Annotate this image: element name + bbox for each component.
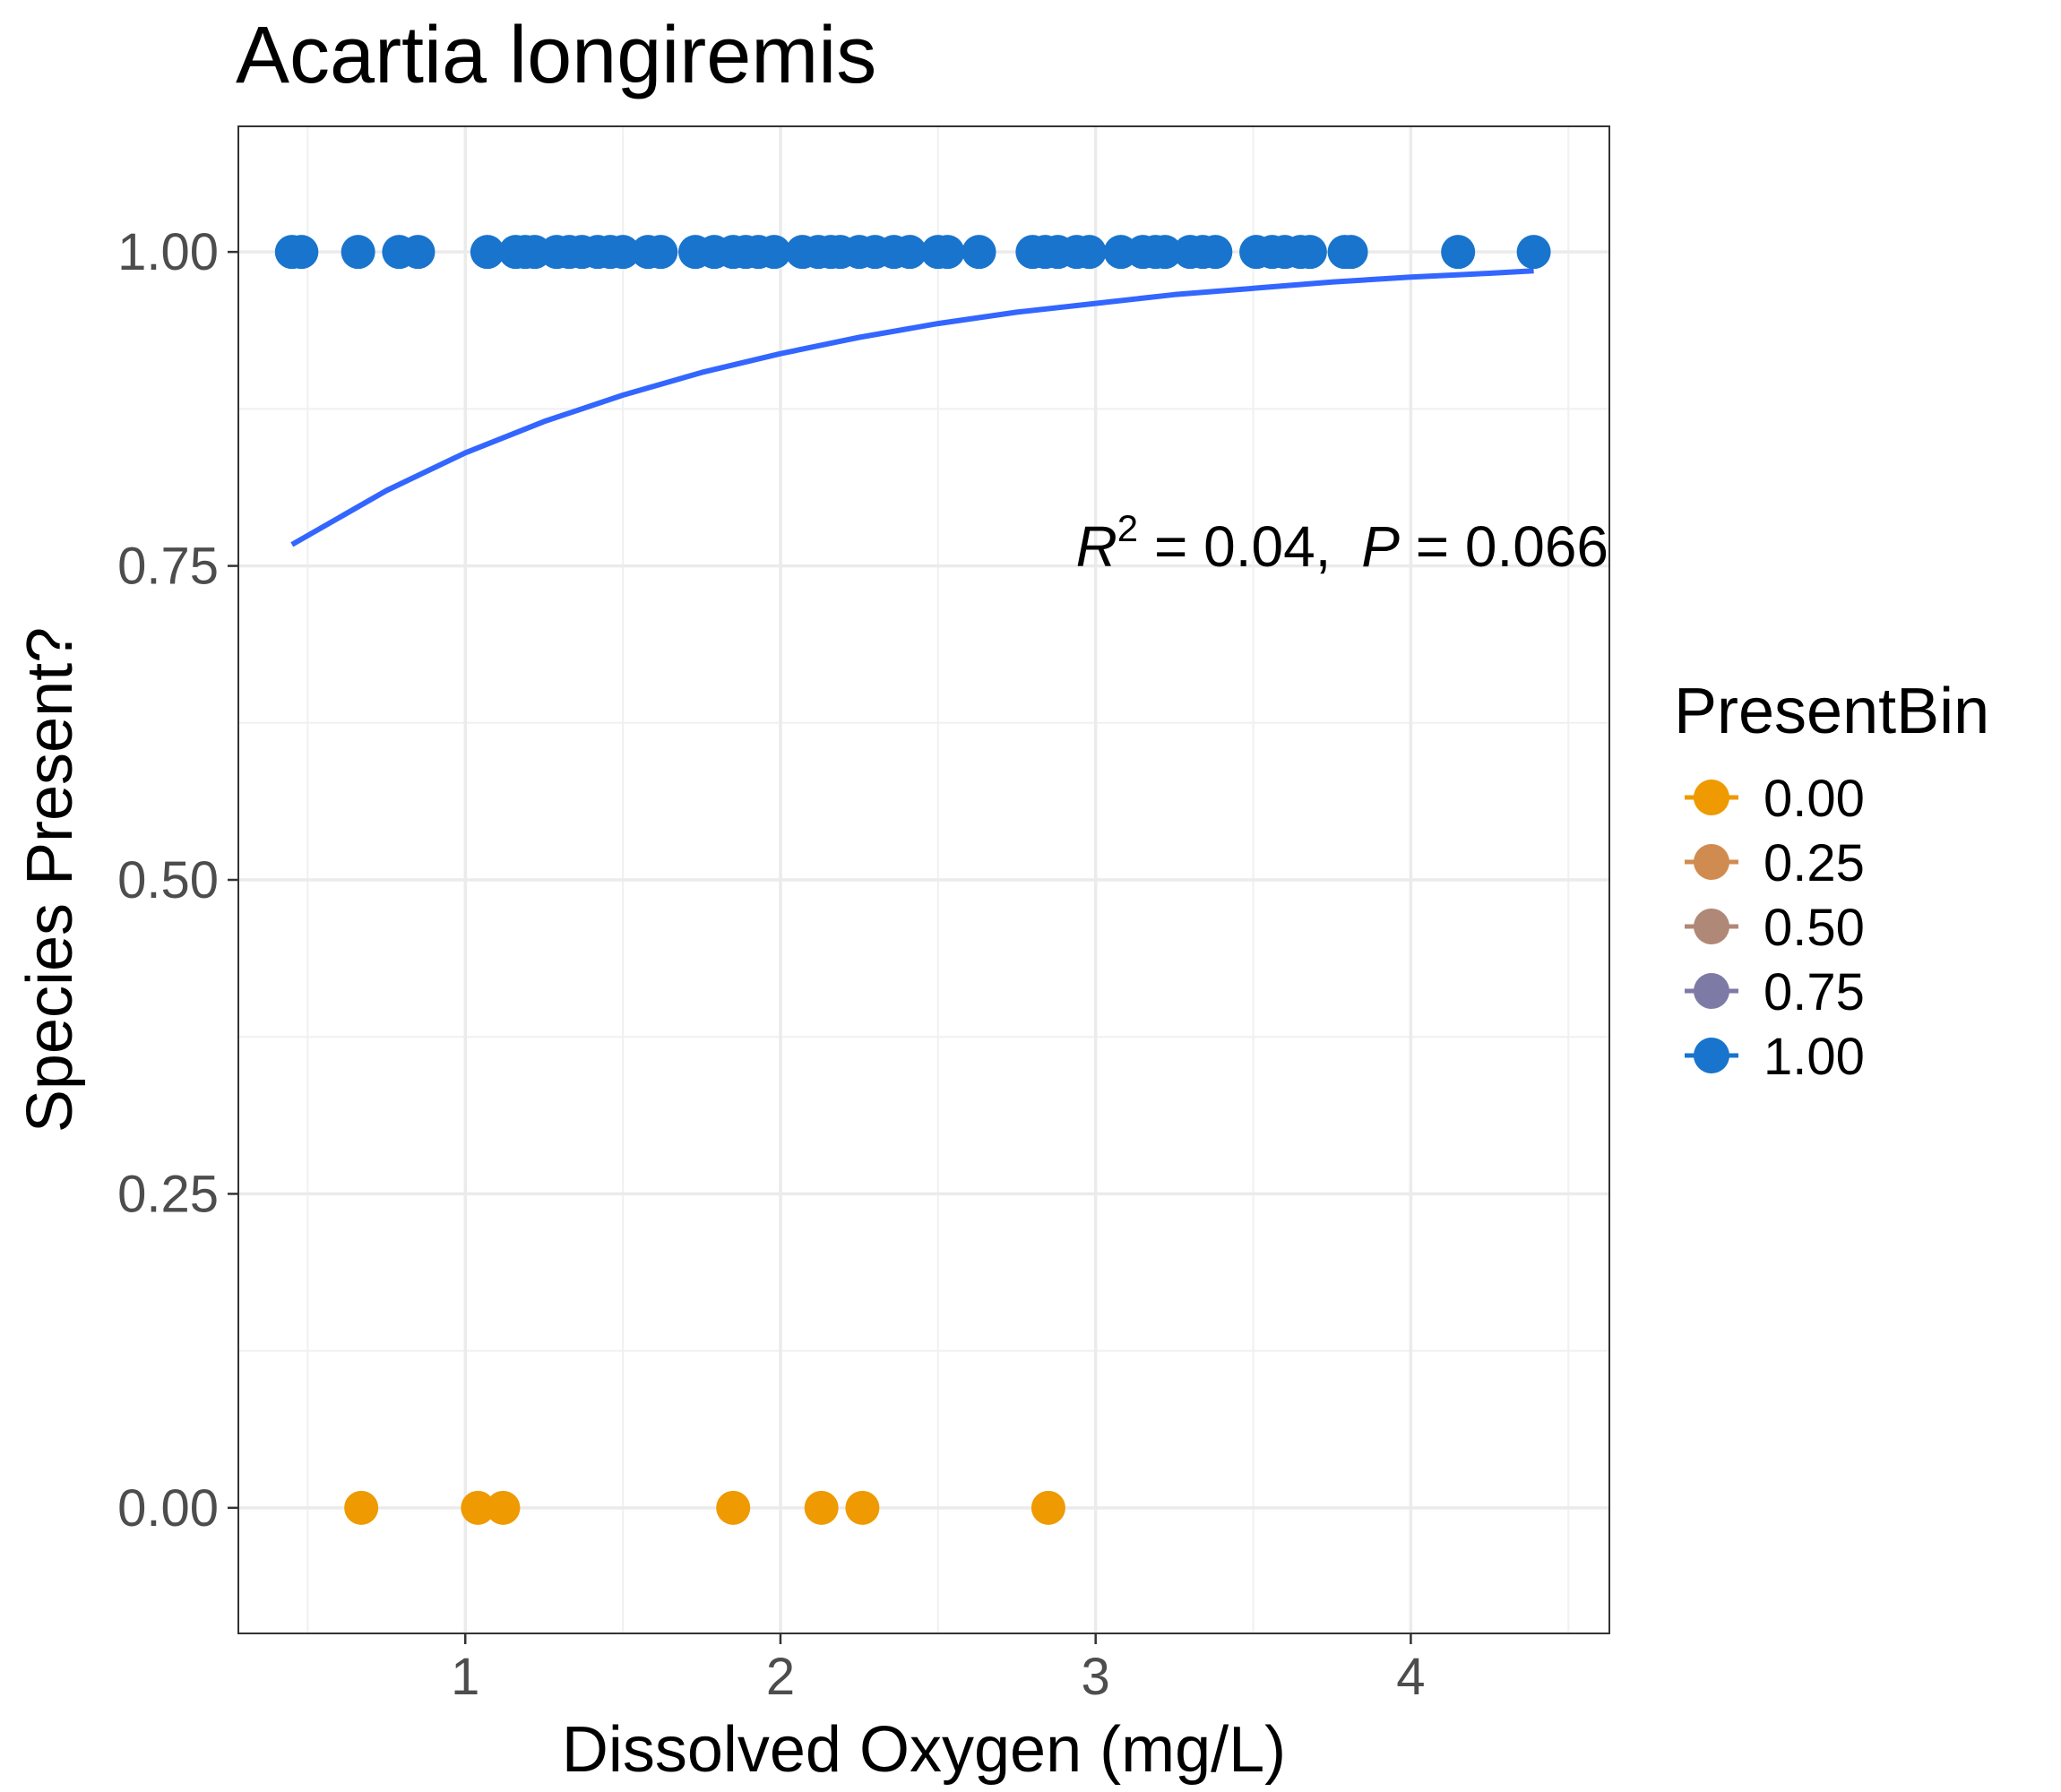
y-axis: 0.00 0.25 0.50 0.75 1.00: [117, 223, 238, 1538]
legend-label: 1.00: [1763, 1028, 1865, 1086]
data-point: [1292, 235, 1327, 270]
data-point: [341, 235, 375, 270]
data-point: [845, 1490, 880, 1525]
data-point: [804, 1490, 839, 1525]
legend-entries: 0.00 0.25 0.50 0.75 1.00: [1685, 770, 1865, 1086]
legend-key-dot: [1694, 909, 1729, 944]
fit-curve: [290, 268, 1534, 547]
data-point: [1516, 235, 1551, 270]
chart-title: Acartia longiremis: [236, 11, 876, 100]
grid-lines: [238, 126, 1609, 1633]
x-tick-label: 2: [766, 1648, 795, 1706]
data-point: [1333, 235, 1368, 270]
data-point: [1441, 235, 1476, 270]
data-points: [274, 235, 1551, 1525]
p-value: = 0.066: [1400, 514, 1608, 579]
data-point: [643, 235, 678, 270]
stats-annotation: R2 = 0.04, P = 0.066: [1076, 507, 1608, 579]
data-point: [284, 235, 319, 270]
y-axis-title: Species Present?: [14, 627, 86, 1133]
legend-title: PresentBin: [1674, 676, 1989, 747]
legend: PresentBin 0.00 0.25 0.50 0.75 1.00: [1674, 676, 1989, 1086]
data-point: [1072, 235, 1107, 270]
data-point: [606, 235, 641, 270]
data-point: [893, 235, 927, 270]
x-axis: 1 2 3 4: [451, 1633, 1426, 1706]
y-tick-label: 0.00: [117, 1479, 219, 1538]
x-tick-label: 4: [1396, 1648, 1425, 1706]
data-point: [756, 235, 791, 270]
data-point: [962, 235, 996, 270]
p-symbol: P: [1361, 514, 1400, 579]
y-tick-label: 0.75: [117, 538, 219, 596]
data-point: [1030, 1490, 1065, 1525]
y-tick-label: 1.00: [117, 223, 219, 281]
legend-key-dot: [1694, 844, 1729, 880]
x-tick-label: 3: [1082, 1648, 1110, 1706]
legend-key-dot: [1694, 1038, 1729, 1073]
data-point: [461, 1490, 496, 1525]
legend-label: 0.50: [1763, 899, 1865, 957]
legend-label: 0.00: [1763, 770, 1865, 828]
legend-key-dot: [1694, 780, 1729, 815]
data-point: [401, 235, 435, 270]
legend-label: 0.75: [1763, 963, 1865, 1021]
y-tick-label: 0.25: [117, 1165, 219, 1223]
r-squared-superscript: 2: [1117, 507, 1138, 549]
data-point: [1198, 235, 1233, 270]
data-point: [1148, 235, 1183, 270]
fit-curve-group: [290, 268, 1534, 547]
data-point: [716, 1490, 751, 1525]
data-point: [344, 1490, 379, 1525]
y-tick-label: 0.50: [117, 851, 219, 909]
r-squared-symbol: R: [1076, 514, 1117, 579]
data-point: [930, 235, 965, 270]
data-point: [486, 1490, 521, 1525]
r-squared-value: = 0.04,: [1138, 514, 1331, 579]
legend-label: 0.25: [1763, 834, 1865, 892]
data-point: [470, 235, 504, 270]
legend-key-dot: [1694, 973, 1729, 1009]
x-axis-title: Dissolved Oxygen (mg/L): [562, 1714, 1286, 1786]
x-tick-label: 1: [451, 1648, 479, 1706]
